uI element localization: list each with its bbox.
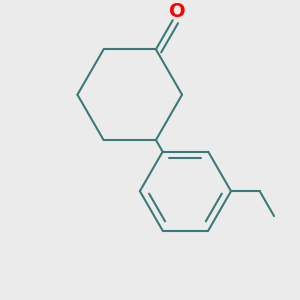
Text: O: O <box>169 2 186 22</box>
